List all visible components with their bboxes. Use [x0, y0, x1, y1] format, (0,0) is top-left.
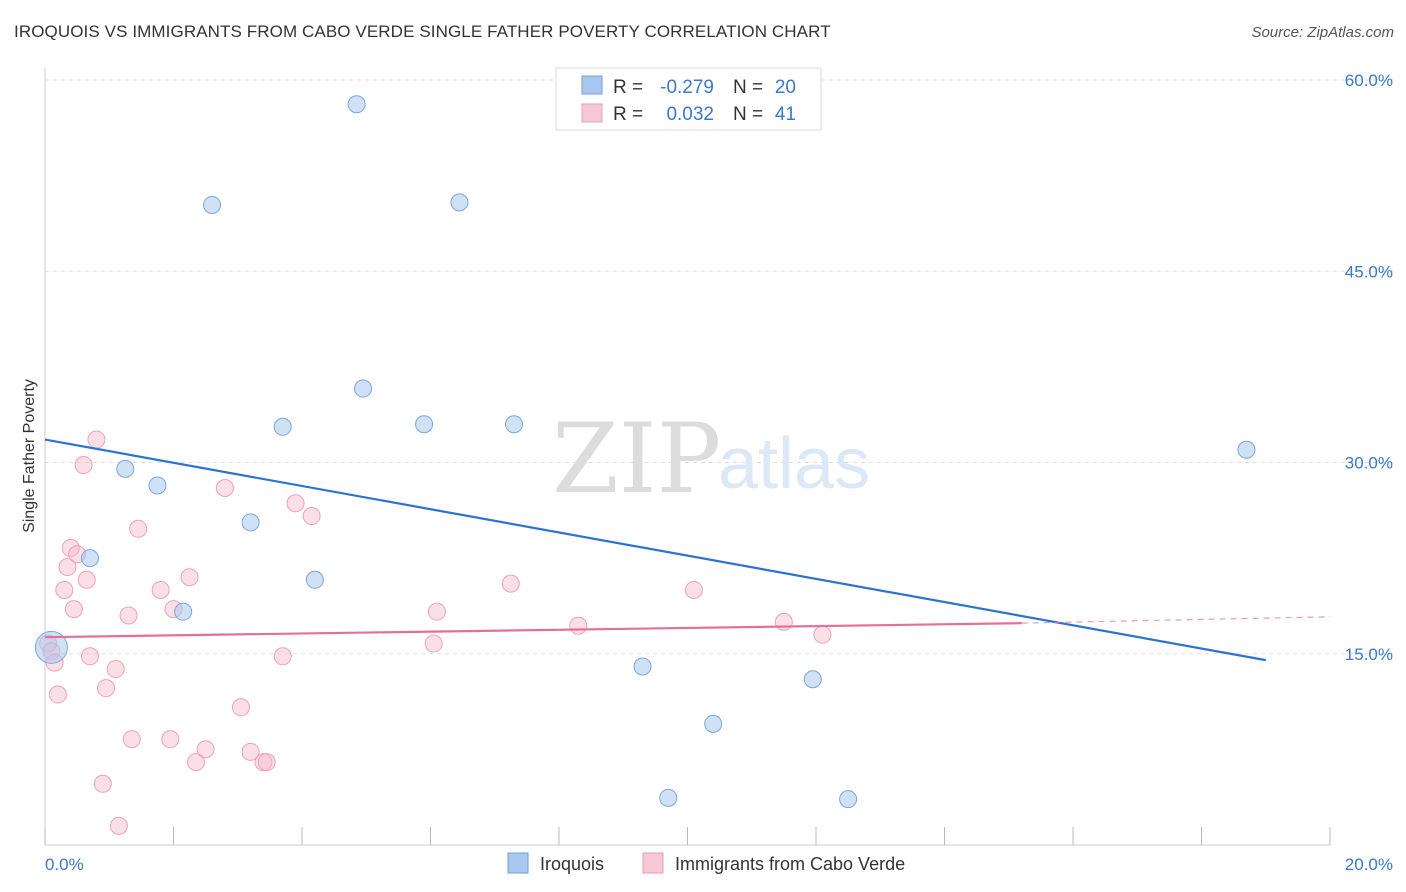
caboverde-point	[129, 519, 148, 538]
iroquois-point	[241, 513, 260, 532]
caboverde-point	[93, 774, 112, 793]
y-tick-label: 15.0%	[1345, 645, 1393, 664]
y-tick-label: 60.0%	[1345, 71, 1393, 90]
caboverde-point	[77, 570, 96, 589]
stats-r-label-iroquois: R =	[613, 77, 643, 98]
legend-swatch-caboverde	[642, 852, 664, 874]
source-label: Source: ZipAtlas.com	[1251, 24, 1394, 41]
caboverde-point	[180, 568, 199, 587]
iroquois-trend-line	[44, 438, 1266, 662]
caboverde-point	[122, 730, 141, 749]
stats-r-value-iroquois: -0.279	[660, 77, 714, 98]
iroquois-point	[148, 476, 167, 495]
caboverde-point	[61, 538, 80, 557]
iroquois-point	[505, 415, 524, 434]
iroquois-point	[347, 95, 366, 114]
iroquois-point	[174, 602, 193, 621]
iroquois-point	[704, 714, 723, 733]
iroquois-point	[354, 379, 373, 398]
trend-lines	[44, 438, 1331, 662]
stats-swatch-iroquois	[581, 75, 603, 95]
iroquois-point	[633, 657, 652, 676]
stats-n-value-iroquois: 20	[775, 77, 796, 98]
caboverde-point	[241, 742, 260, 761]
iroquois-point	[803, 670, 822, 689]
iroquois-point	[116, 459, 135, 478]
watermark-zip: ZIP	[552, 403, 721, 515]
stats-box: R = -0.279 N = 20 R = 0.032 N = 41	[555, 67, 822, 131]
y-tick-labels: 15.0% 30.0% 45.0% 60.0%	[1345, 71, 1393, 664]
caboverde-point	[813, 625, 832, 644]
stats-r-label-caboverde: R =	[613, 104, 643, 125]
stats-n-value-caboverde: 41	[775, 104, 796, 125]
x-ticks	[44, 827, 1331, 845]
caboverde-point	[569, 616, 588, 635]
stats-n-label-caboverde: N =	[733, 104, 763, 125]
caboverde-point	[109, 816, 128, 835]
series-points	[34, 95, 1256, 835]
iroquois-point	[34, 630, 68, 664]
watermark-atlas: atlas	[718, 424, 870, 504]
chart-title: IROQUOIS VS IMMIGRANTS FROM CABO VERDE S…	[14, 22, 831, 41]
caboverde-point	[80, 647, 99, 666]
caboverde-point	[64, 600, 83, 619]
caboverde-point	[684, 581, 703, 599]
caboverde-point	[231, 698, 250, 717]
caboverde-point	[501, 574, 520, 593]
iroquois-point	[305, 570, 324, 589]
iroquois-point	[839, 790, 858, 809]
iroquois-point	[203, 195, 222, 214]
stats-swatch-caboverde	[581, 103, 603, 123]
caboverde-point	[119, 606, 138, 625]
caboverde-point	[302, 507, 321, 526]
caboverde-point	[427, 602, 446, 621]
caboverde-point	[48, 685, 67, 704]
iroquois-point	[659, 788, 678, 807]
y-tick-label: 30.0%	[1345, 454, 1393, 473]
caboverde-point	[58, 558, 77, 577]
caboverde-trend-extension	[1021, 616, 1331, 624]
legend-label-iroquois: Iroquois	[540, 854, 604, 874]
caboverde-point	[196, 740, 215, 759]
x-tick-label-max: 20.0%	[1345, 855, 1393, 874]
iroquois-point	[273, 417, 292, 436]
caboverde-point	[774, 612, 793, 631]
caboverde-point	[286, 494, 305, 513]
caboverde-trend-line	[44, 622, 1022, 639]
watermark: ZIP atlas	[552, 403, 870, 515]
caboverde-point	[87, 430, 106, 449]
stats-r-value-caboverde: 0.032	[666, 104, 714, 125]
iroquois-point	[450, 193, 469, 212]
caboverde-point	[257, 753, 276, 772]
iroquois-point	[415, 415, 434, 434]
grid-lines	[45, 79, 1393, 655]
caboverde-point	[151, 581, 170, 599]
caboverde-point	[186, 753, 205, 772]
caboverde-point	[161, 730, 180, 749]
legend-swatch-iroquois	[507, 852, 529, 874]
iroquois-point	[1237, 440, 1256, 459]
caboverde-point	[97, 679, 116, 698]
caboverde-point	[424, 634, 443, 653]
x-tick-label-min: 0.0%	[45, 855, 84, 874]
legend: Iroquois Immigrants from Cabo Verde	[507, 852, 905, 874]
caboverde-point	[55, 581, 74, 599]
legend-label-caboverde: Immigrants from Cabo Verde	[675, 854, 905, 874]
y-tick-label: 45.0%	[1345, 262, 1393, 281]
caboverde-point	[273, 647, 292, 666]
caboverde-point	[74, 456, 93, 475]
stats-n-label-iroquois: N =	[733, 77, 763, 98]
iroquois-point	[80, 549, 99, 568]
caboverde-point	[106, 660, 125, 679]
caboverde-point	[215, 479, 234, 497]
y-axis-title: Single Father Poverty	[21, 379, 38, 533]
